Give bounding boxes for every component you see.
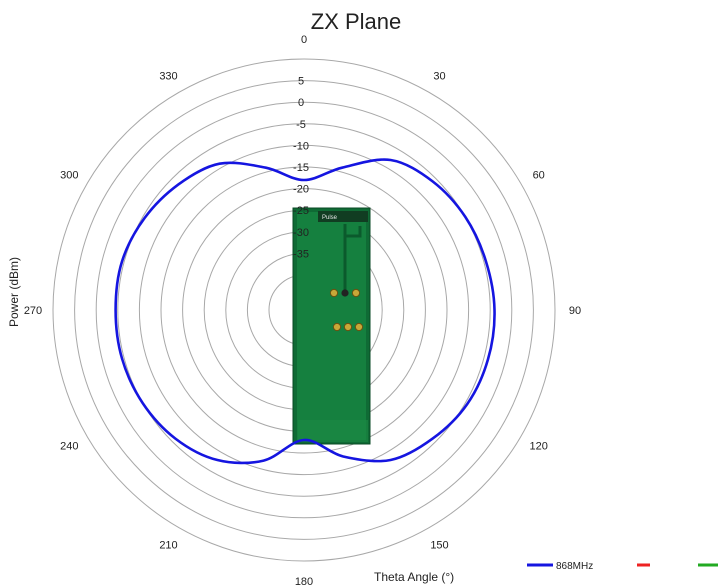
radial-tick-label: -25 xyxy=(293,205,309,217)
radial-tick-label: -10 xyxy=(293,140,309,152)
angle-tick-label: 0 xyxy=(301,34,307,46)
angular-axis-title: Theta Angle (°) xyxy=(374,570,454,584)
tick-labels: 5 0 -5 -10 -15 -20 -25 -30 -35 0 30 60 90 120 150 180 21… xyxy=(24,34,581,587)
legend-item: 868MHz xyxy=(527,561,593,572)
series-layer xyxy=(114,158,496,465)
grid-ring xyxy=(117,123,491,497)
angle-tick-label: 210 xyxy=(159,540,177,552)
angle-tick-label: 300 xyxy=(60,170,78,182)
angle-tick-label: 330 xyxy=(159,70,177,82)
grid-ring xyxy=(160,166,448,454)
angle-tick-label: 90 xyxy=(569,305,581,317)
radial-tick-label: -35 xyxy=(293,248,309,260)
grid-ring xyxy=(95,101,513,519)
radial-tick-label: -30 xyxy=(293,227,309,239)
grid-ring xyxy=(52,58,556,562)
angle-tick-label: 60 xyxy=(533,170,545,182)
radial-tick-label: 5 xyxy=(298,76,304,88)
angle-tick-label: 150 xyxy=(430,540,448,552)
pcb-brand-text: Pulse xyxy=(322,215,338,221)
grid-ring xyxy=(74,80,534,540)
grid-ring xyxy=(138,144,470,476)
radial-axis-title: Power (dBm) xyxy=(7,257,21,327)
angle-tick-label: 120 xyxy=(530,441,548,453)
legend-label-868mhz: 868MHz xyxy=(556,561,593,572)
angle-tick-label: 180 xyxy=(295,576,313,587)
radial-tick-label: -20 xyxy=(293,184,309,196)
chart-title: ZX Plane xyxy=(311,9,402,34)
radial-tick-label: -15 xyxy=(293,162,309,174)
radial-tick-label: 0 xyxy=(298,97,304,109)
angle-tick-label: 240 xyxy=(60,441,78,453)
legend: 868MHz xyxy=(527,561,718,572)
angle-tick-label: 270 xyxy=(24,305,42,317)
antenna-pcb-image: Pulse xyxy=(292,207,371,445)
radial-tick-label: -5 xyxy=(296,119,306,131)
series-line-868mhz xyxy=(114,158,496,465)
angle-tick-label: 30 xyxy=(433,70,445,82)
